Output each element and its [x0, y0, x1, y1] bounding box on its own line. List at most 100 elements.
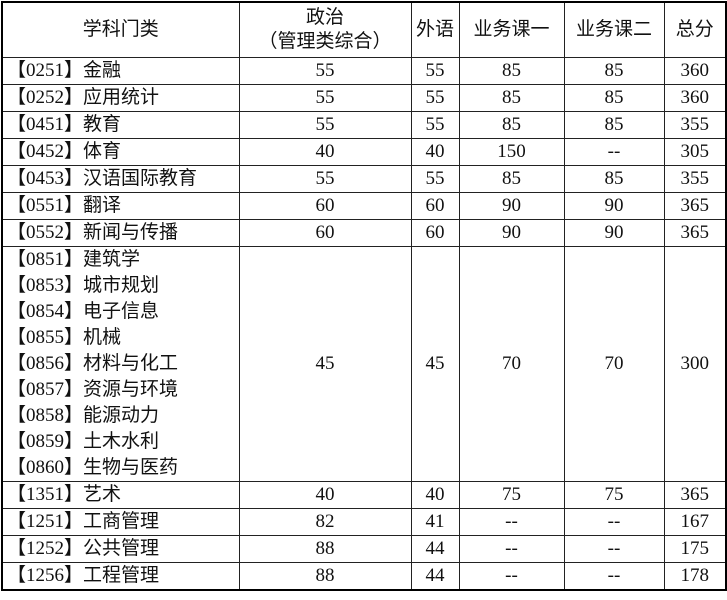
cell-c1: -- — [458, 562, 565, 591]
table-row: 【0855】机械 — [1, 325, 726, 351]
table-row: 【0453】汉语国际教育 55 55 85 85 355 — [1, 165, 727, 193]
cell-category: 【0856】材料与化工 — [1, 351, 240, 377]
table-row: 【0552】新闻与传播 60 60 90 90 365 — [1, 219, 727, 247]
cell-total: 365 — [663, 481, 727, 509]
table-row: 【0551】翻译 60 60 90 90 365 — [1, 192, 727, 220]
table-row: 【0859】土木水利 — [1, 429, 726, 455]
cell-c1: -- — [458, 508, 565, 536]
cell-category: 【0858】能源动力 — [1, 403, 240, 429]
table-row: 【1256】工程管理 88 44 -- -- 178 — [1, 562, 727, 591]
table-row: 【0858】能源动力 — [1, 403, 726, 429]
cell-politics: 60 — [238, 192, 412, 220]
cell-c2: 75 — [563, 481, 665, 509]
cell-total: 305 — [663, 138, 727, 166]
cell-c2: 85 — [563, 84, 665, 112]
cell-c2: -- — [563, 138, 665, 166]
cell-lang: 44 — [410, 535, 460, 563]
cell-c2: 90 — [563, 219, 665, 247]
cell-total: 360 — [663, 84, 727, 112]
cell-lang: 40 — [410, 481, 460, 509]
cell-politics: 55 — [238, 165, 412, 193]
header-politics-line1: 政治 — [305, 7, 344, 28]
cell-category: 【0860】生物与医药 — [1, 455, 240, 482]
table-row: 【0851】建筑学 45 45 70 70 300 — [1, 246, 727, 482]
cell-politics: 40 — [238, 481, 412, 509]
table-row: 【0853】城市规划 — [1, 273, 726, 299]
cell-total: 365 — [663, 219, 727, 247]
cell-total: 300 — [663, 246, 727, 482]
cell-politics: 88 — [238, 535, 412, 563]
cell-lang: 55 — [410, 57, 460, 85]
header-language: 外语 — [410, 1, 460, 58]
cell-total: 355 — [663, 111, 727, 139]
cell-category: 【0851】建筑学 — [1, 246, 240, 273]
cell-c1: -- — [458, 535, 565, 563]
cell-c2: -- — [563, 508, 665, 536]
cell-total: 360 — [663, 57, 727, 85]
cell-category: 【0452】体育 — [1, 138, 240, 166]
cell-politics: 40 — [238, 138, 412, 166]
cell-politics: 55 — [238, 57, 412, 85]
cell-lang: 60 — [410, 192, 460, 220]
cell-category: 【1256】工程管理 — [1, 562, 240, 591]
cell-total: 175 — [663, 535, 727, 563]
cell-category: 【0251】金融 — [1, 57, 240, 85]
cell-politics: 55 — [238, 84, 412, 112]
table-row: 【1351】艺术 40 40 75 75 365 — [1, 481, 727, 509]
cell-c2: 90 — [563, 192, 665, 220]
cell-c1: 90 — [458, 219, 565, 247]
cell-c2: -- — [563, 535, 665, 563]
header-course2: 业务课二 — [563, 1, 665, 58]
header-row: 学科门类 政治 （管理类综合） 外语 业务课一 业务课二 总分 — [1, 1, 727, 58]
table-row: 【0854】电子信息 — [1, 299, 726, 325]
cell-category: 【0552】新闻与传播 — [1, 219, 240, 247]
cell-total: 355 — [663, 165, 727, 193]
cell-c1: 90 — [458, 192, 565, 220]
cell-category: 【0857】资源与环境 — [1, 377, 240, 403]
header-politics: 政治 （管理类综合） — [238, 1, 412, 58]
cell-category: 【0853】城市规划 — [1, 273, 240, 299]
table-row: 【0856】材料与化工 — [1, 351, 726, 377]
cell-lang: 44 — [410, 562, 460, 591]
cell-category: 【0854】电子信息 — [1, 299, 240, 325]
cell-lang: 40 — [410, 138, 460, 166]
cell-category: 【1252】公共管理 — [1, 535, 240, 563]
table-row: 【1251】工商管理 82 41 -- -- 167 — [1, 508, 727, 536]
cell-c2: 85 — [563, 111, 665, 139]
cell-lang: 60 — [410, 219, 460, 247]
cell-category: 【0252】应用统计 — [1, 84, 240, 112]
header-category: 学科门类 — [1, 1, 240, 58]
cell-category: 【0859】土木水利 — [1, 429, 240, 455]
table-row: 【0252】应用统计 55 55 85 85 360 — [1, 84, 727, 112]
cell-c1: 85 — [458, 165, 565, 193]
cell-category: 【0551】翻译 — [1, 192, 240, 220]
cell-c2: 70 — [563, 246, 665, 482]
table-row: 【1252】公共管理 88 44 -- -- 175 — [1, 535, 727, 563]
cell-politics: 55 — [238, 111, 412, 139]
cell-c2: 85 — [563, 57, 665, 85]
cell-category: 【0855】机械 — [1, 325, 240, 351]
cell-c2: -- — [563, 562, 665, 591]
cell-politics: 60 — [238, 219, 412, 247]
cell-category: 【0451】教育 — [1, 111, 240, 139]
cell-c2: 85 — [563, 165, 665, 193]
cell-c1: 85 — [458, 111, 565, 139]
cell-c1: 75 — [458, 481, 565, 509]
table-row: 【0857】资源与环境 — [1, 377, 726, 403]
cell-politics: 88 — [238, 562, 412, 591]
cell-category: 【1251】工商管理 — [1, 508, 240, 536]
table-row: 【0251】金融 55 55 85 85 360 — [1, 57, 727, 85]
cell-c1: 85 — [458, 57, 565, 85]
cell-lang: 41 — [410, 508, 460, 536]
table-row: 【0451】教育 55 55 85 85 355 — [1, 111, 727, 139]
cell-lang: 55 — [410, 165, 460, 193]
cell-politics: 45 — [238, 246, 412, 482]
cell-politics: 82 — [238, 508, 412, 536]
header-total: 总分 — [663, 1, 727, 58]
cell-lang: 55 — [410, 84, 460, 112]
header-course1: 业务课一 — [458, 1, 565, 58]
header-politics-line2: （管理类综合） — [258, 31, 392, 52]
cell-c1: 85 — [458, 84, 565, 112]
cell-lang: 45 — [410, 246, 460, 482]
